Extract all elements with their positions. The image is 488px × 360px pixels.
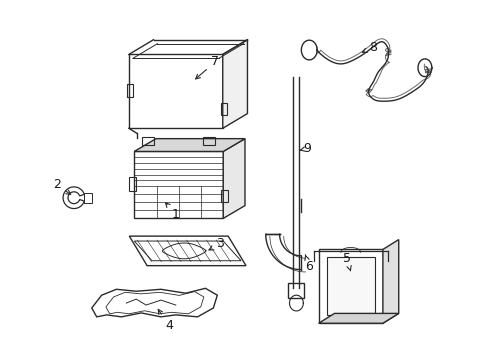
- Polygon shape: [318, 314, 398, 323]
- Text: 9: 9: [300, 142, 310, 155]
- Text: 6: 6: [305, 255, 312, 273]
- Bar: [326, 257, 374, 315]
- Bar: [142, 137, 154, 145]
- Polygon shape: [128, 54, 223, 128]
- Bar: [83, 193, 92, 203]
- Text: 2: 2: [53, 179, 71, 194]
- Bar: [221, 190, 228, 202]
- Text: 5: 5: [342, 252, 350, 271]
- Text: 4: 4: [158, 309, 172, 332]
- Polygon shape: [223, 40, 247, 128]
- Bar: [126, 84, 133, 97]
- Polygon shape: [129, 236, 245, 266]
- Text: 1: 1: [165, 203, 180, 221]
- Bar: [220, 103, 226, 115]
- Text: 7: 7: [195, 55, 219, 79]
- Text: 3: 3: [208, 238, 224, 251]
- Polygon shape: [92, 288, 217, 317]
- Bar: [129, 177, 136, 191]
- Polygon shape: [318, 249, 382, 323]
- Polygon shape: [382, 239, 398, 323]
- Polygon shape: [134, 139, 244, 152]
- Polygon shape: [134, 152, 223, 219]
- Text: 8: 8: [362, 41, 377, 54]
- Polygon shape: [223, 139, 244, 219]
- Bar: [203, 137, 215, 145]
- Polygon shape: [63, 187, 84, 208]
